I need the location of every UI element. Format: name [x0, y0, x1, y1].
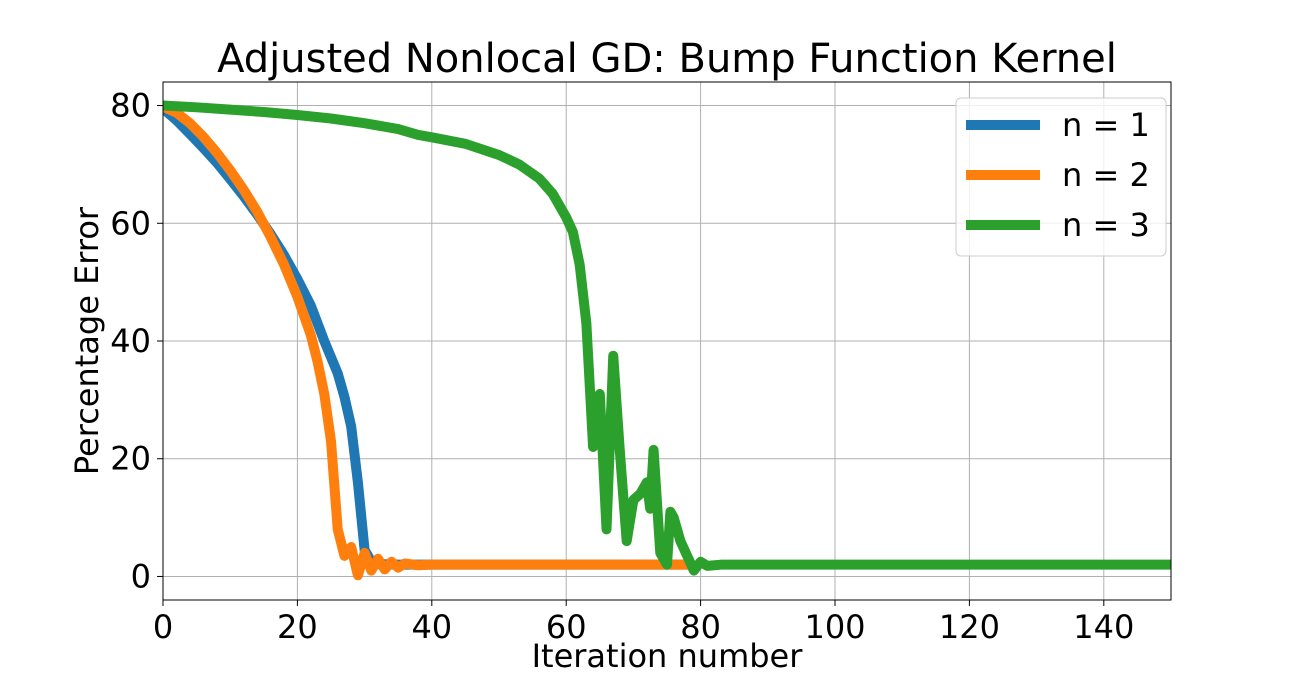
x-axis: 0 20 40 60 80 100 120 140	[153, 600, 1134, 646]
x-axis-label: Iteration number	[532, 637, 804, 674]
series-layer	[163, 100, 1171, 581]
x-tick-label: 80	[680, 608, 721, 646]
y-tick-label: 60	[110, 204, 151, 242]
plot-area	[163, 100, 1171, 581]
x-tick-label: 40	[411, 608, 452, 646]
series-line-2	[163, 101, 693, 581]
x-tick-label: 20	[277, 608, 318, 646]
y-tick-label: 20	[110, 440, 151, 478]
legend-label-2: n = 2	[1062, 156, 1150, 194]
y-tick-label: 80	[110, 87, 151, 125]
x-tick-label: 100	[804, 608, 865, 646]
y-axis-label: Percentage Error	[68, 206, 106, 475]
y-axis: 0 20 40 60 80	[110, 87, 163, 595]
x-tick-label: 140	[1073, 608, 1134, 646]
chart-title: Adjusted Nonlocal GD: Bump Function Kern…	[217, 36, 1117, 82]
series-line-3	[163, 100, 1171, 576]
y-tick-label: 0	[131, 557, 151, 595]
legend-label-1: n = 1	[1062, 106, 1150, 144]
x-tick-label: 0	[153, 608, 173, 646]
y-tick-label: 40	[110, 322, 151, 360]
x-tick-label: 60	[546, 608, 587, 646]
x-tick-label: 120	[939, 608, 1000, 646]
legend-box	[955, 97, 1167, 257]
legend-label-3: n = 3	[1062, 206, 1150, 244]
legend: n = 1 n = 2 n = 3	[955, 97, 1167, 257]
